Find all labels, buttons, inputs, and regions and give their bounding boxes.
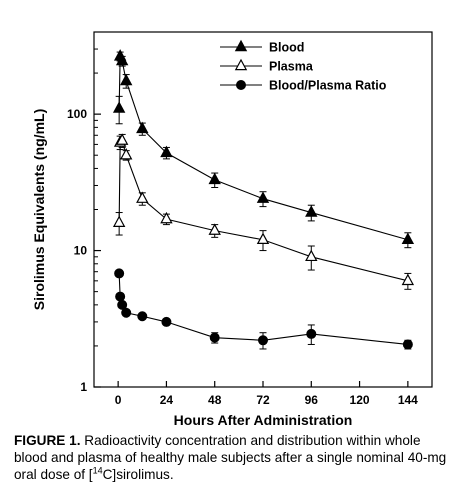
data-point bbox=[160, 211, 173, 224]
data-point bbox=[161, 316, 172, 327]
data-point bbox=[160, 145, 173, 158]
data-point bbox=[121, 307, 132, 318]
data-point bbox=[401, 273, 415, 286]
y-tick-label: 100 bbox=[67, 107, 87, 121]
legend-marker bbox=[234, 58, 248, 71]
data-point bbox=[117, 299, 128, 310]
data-point bbox=[306, 328, 317, 339]
data-point bbox=[115, 291, 126, 302]
data-point bbox=[115, 53, 129, 66]
legend-label: Plasma bbox=[269, 60, 314, 74]
data-point bbox=[258, 335, 268, 346]
data-point bbox=[137, 311, 148, 322]
y-tick-label: 1 bbox=[80, 380, 87, 394]
data-point bbox=[305, 249, 318, 262]
x-tick-label: 0 bbox=[115, 393, 122, 407]
data-point bbox=[136, 121, 149, 134]
data-point bbox=[112, 215, 126, 227]
data-point bbox=[305, 205, 318, 217]
caption-label: FIGURE 1. bbox=[14, 433, 81, 448]
data-point bbox=[114, 268, 125, 279]
y-axis-title: Sirolimus Equivalents (ng/mL) bbox=[31, 109, 47, 310]
caption-text-end: C]sirolimus. bbox=[102, 467, 174, 482]
legend-marker bbox=[236, 80, 246, 90]
data-point bbox=[401, 232, 415, 245]
chart: 0 24 48 72 96 120 144 1 10 100 Hours After Adminis… bbox=[31, 31, 433, 428]
legend: Blood Plasma Blood/Plasma Ratio bbox=[220, 39, 387, 93]
x-tick-label: 96 bbox=[305, 393, 319, 407]
series-0 bbox=[112, 49, 415, 249]
legend-marker bbox=[234, 39, 248, 52]
x-axis-title: Hours After Administration bbox=[174, 412, 353, 428]
legend-label: Blood/Plasma Ratio bbox=[269, 79, 387, 93]
x-tick-label: 72 bbox=[256, 393, 270, 407]
data-point bbox=[112, 101, 126, 113]
data-point bbox=[256, 232, 270, 245]
y-tick-label: 10 bbox=[74, 244, 88, 258]
x-tick-label: 144 bbox=[398, 393, 418, 407]
caption-text: Radioactivity concentration and distribu… bbox=[14, 433, 447, 482]
x-tick-label: 24 bbox=[160, 393, 174, 407]
data-point bbox=[136, 191, 149, 203]
series-line bbox=[118, 139, 408, 282]
data-point bbox=[256, 191, 270, 203]
data-point bbox=[208, 223, 221, 235]
data-point bbox=[119, 73, 133, 86]
data-point bbox=[208, 172, 221, 185]
figure-caption: FIGURE 1. Radioactivity concentration an… bbox=[14, 432, 454, 483]
data-point bbox=[119, 147, 133, 160]
caption-superscript: 14 bbox=[92, 465, 103, 476]
data-point bbox=[115, 133, 129, 145]
series-1 bbox=[112, 133, 415, 290]
data-point bbox=[209, 332, 220, 343]
series-line bbox=[118, 273, 408, 346]
data-point bbox=[402, 339, 413, 350]
x-tick-label: 48 bbox=[208, 393, 222, 407]
series-2 bbox=[114, 268, 413, 350]
legend-label: Blood bbox=[269, 41, 304, 55]
x-tick-label: 120 bbox=[350, 393, 370, 407]
